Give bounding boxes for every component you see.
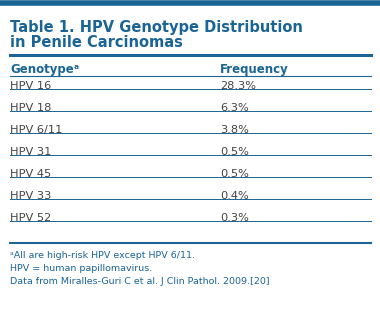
- Text: HPV = human papillomavirus.: HPV = human papillomavirus.: [10, 264, 152, 273]
- Text: 0.5%: 0.5%: [220, 169, 249, 179]
- Text: HPV 52: HPV 52: [10, 213, 51, 223]
- Text: Genotypeᵃ: Genotypeᵃ: [10, 63, 79, 76]
- Text: Data from Miralles-Guri C et al. J Clin Pathol. 2009.[20]: Data from Miralles-Guri C et al. J Clin …: [10, 277, 270, 286]
- Text: Frequency: Frequency: [220, 63, 289, 76]
- Text: HPV 18: HPV 18: [10, 103, 51, 113]
- Text: Table 1. HPV Genotype Distribution: Table 1. HPV Genotype Distribution: [10, 20, 303, 35]
- Text: ᵃAll are high-risk HPV except HPV 6/11.: ᵃAll are high-risk HPV except HPV 6/11.: [10, 251, 195, 260]
- Text: HPV 45: HPV 45: [10, 169, 51, 179]
- Text: HPV 6/11: HPV 6/11: [10, 125, 62, 135]
- Text: 0.3%: 0.3%: [220, 213, 249, 223]
- Text: 3.8%: 3.8%: [220, 125, 249, 135]
- Text: 0.4%: 0.4%: [220, 191, 249, 201]
- Text: 6.3%: 6.3%: [220, 103, 249, 113]
- Text: HPV 33: HPV 33: [10, 191, 51, 201]
- Text: 0.5%: 0.5%: [220, 147, 249, 157]
- Text: in Penile Carcinomas: in Penile Carcinomas: [10, 35, 183, 50]
- Text: 28.3%: 28.3%: [220, 81, 256, 91]
- Text: HPV 16: HPV 16: [10, 81, 51, 91]
- Text: HPV 31: HPV 31: [10, 147, 51, 157]
